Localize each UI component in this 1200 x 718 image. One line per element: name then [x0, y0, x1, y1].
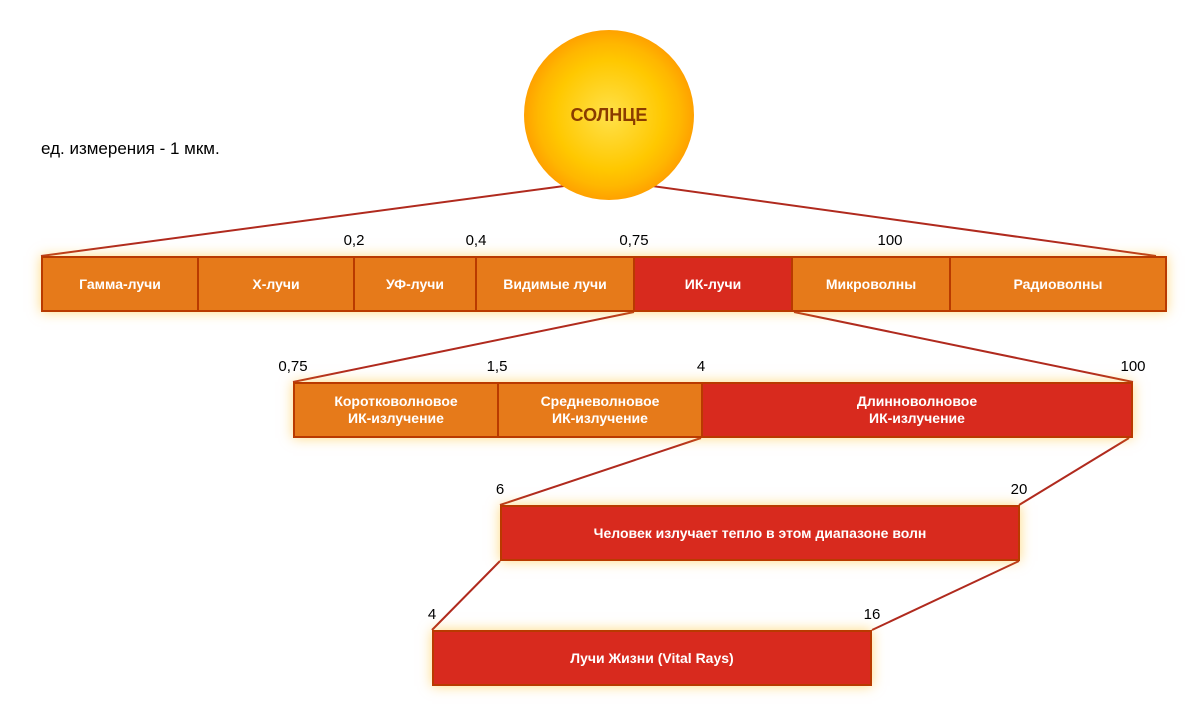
- scale-tick: 16: [864, 606, 881, 623]
- connector-line: [293, 312, 634, 382]
- connector-line: [432, 561, 500, 630]
- spectrum-row-1: Гамма-лучи Х-лучи УФ-лучи Видимые лучи ИК-лу…: [41, 256, 1167, 312]
- spectrum-cell: УФ-лучи: [353, 256, 477, 312]
- scale-tick: 0,75: [619, 232, 648, 249]
- cell-label: Радиоволны: [1014, 276, 1103, 293]
- spectrum-cell: Х-лучи: [197, 256, 355, 312]
- spectrum-cell: Лучи Жизни (Vital Rays): [432, 630, 872, 686]
- scale-tick: 100: [1120, 358, 1145, 375]
- cell-label: Лучи Жизни (Vital Rays): [570, 650, 733, 667]
- scale-tick: 0,2: [344, 232, 365, 249]
- cell-label: Микроволны: [826, 276, 916, 293]
- cell-label: Видимые лучи: [503, 276, 606, 293]
- connector-line: [1019, 438, 1129, 505]
- scale-tick: 0,4: [466, 232, 487, 249]
- spectrum-cell: Человек излучает тепло в этом диапазоне …: [500, 505, 1020, 561]
- scale-tick: 0,75: [278, 358, 307, 375]
- connector-line: [794, 312, 1133, 382]
- connector-line: [500, 438, 701, 505]
- spectrum-cell: Видимые лучи: [475, 256, 635, 312]
- connector-line: [41, 180, 609, 256]
- scale-tick: 4: [697, 358, 705, 375]
- spectrum-row-2: Коротковолновое ИК-излучение Средневолнов…: [293, 382, 1133, 438]
- spectrum-cell: ИК-лучи: [633, 256, 793, 312]
- cell-label: Коротковолновое ИК-излучение: [334, 393, 457, 427]
- spectrum-cell: Радиоволны: [949, 256, 1167, 312]
- cell-label: Х-лучи: [252, 276, 299, 293]
- connector-line: [872, 561, 1019, 630]
- spectrum-row-4: Лучи Жизни (Vital Rays): [432, 630, 872, 686]
- cell-label: Человек излучает тепло в этом диапазоне …: [594, 525, 927, 542]
- cell-label: Средневолновое ИК-излучение: [541, 393, 660, 427]
- cell-label: Длинноволновое ИК-излучение: [857, 393, 977, 427]
- scale-tick: 6: [496, 481, 504, 498]
- spectrum-cell: Средневолновое ИК-излучение: [497, 382, 703, 438]
- spectrum-cell: Коротковолновое ИК-излучение: [293, 382, 499, 438]
- cell-label: УФ-лучи: [386, 276, 444, 293]
- cell-label: ИК-лучи: [685, 276, 742, 293]
- cell-label: Гамма-лучи: [79, 276, 161, 293]
- spectrum-cell: Микроволны: [791, 256, 951, 312]
- spectrum-cell: Гамма-лучи: [41, 256, 199, 312]
- scale-tick: 4: [428, 606, 436, 623]
- sun-label: СОЛНЦЕ: [571, 105, 648, 126]
- sun-core: СОЛНЦЕ: [539, 45, 679, 185]
- sun-icon: СОЛНЦЕ: [524, 30, 694, 200]
- spectrum-cell: Длинноволновое ИК-излучение: [701, 382, 1133, 438]
- scale-tick: 1,5: [487, 358, 508, 375]
- unit-label: ед. измерения - 1 мкм.: [41, 139, 220, 159]
- scale-tick: 100: [877, 232, 902, 249]
- scale-tick: 20: [1011, 481, 1028, 498]
- spectrum-row-3: Человек излучает тепло в этом диапазоне …: [500, 505, 1020, 561]
